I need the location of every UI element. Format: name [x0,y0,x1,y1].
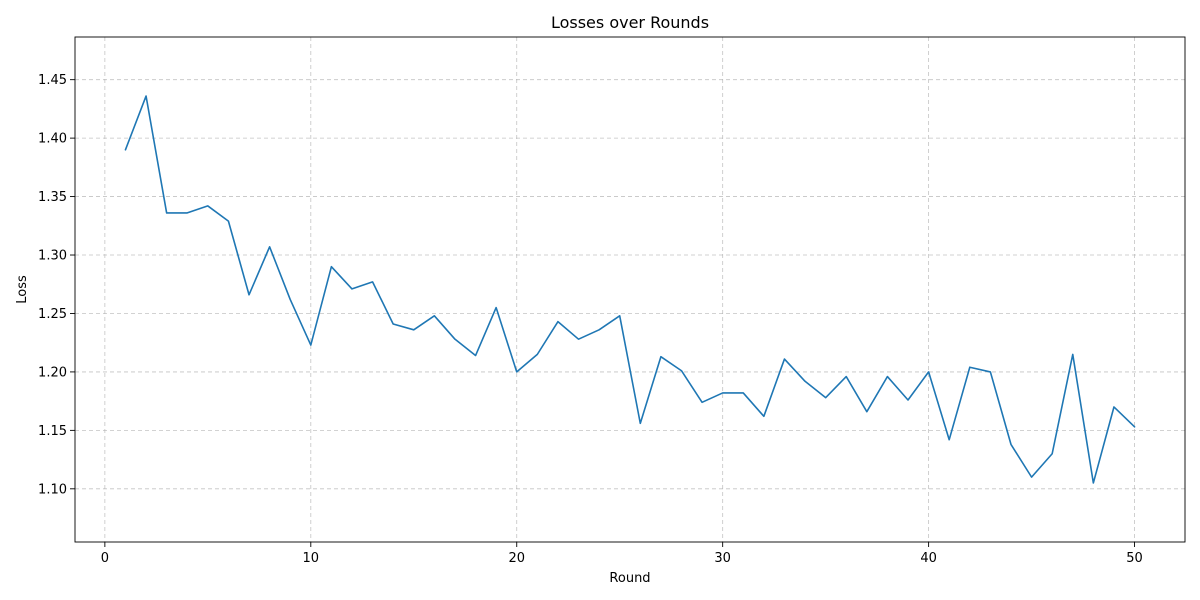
x-axis-ticks: 0 10 20 30 40 50 [101,542,1143,566]
x-tick-label: 50 [1126,551,1143,566]
y-tick-label: 1.20 [38,365,67,380]
y-tick-label: 1.15 [38,424,67,439]
x-tick-label: 10 [303,551,320,566]
chart-title: Losses over Rounds [551,13,709,32]
y-tick-label: 1.25 [38,307,67,322]
y-axis-label: Loss [15,275,30,304]
loss-series-line [124,95,1136,484]
y-tick-label: 1.45 [38,73,67,88]
series-layer [124,95,1136,484]
plot-frame [74,36,1186,543]
y-tick-label: 1.35 [38,190,67,205]
x-tick-label: 0 [101,551,109,566]
y-axis-ticks: 1.10 1.15 1.20 1.25 1.30 1.35 1.40 1.45 [38,73,75,497]
y-tick-label: 1.30 [38,249,67,264]
grid-lines [75,37,1185,542]
x-tick-label: 30 [714,551,731,566]
y-tick-label: 1.10 [38,482,67,497]
x-tick-label: 20 [508,551,525,566]
x-tick-label: 40 [920,551,937,566]
x-axis-label: Round [609,571,650,586]
y-tick-label: 1.40 [38,132,67,147]
